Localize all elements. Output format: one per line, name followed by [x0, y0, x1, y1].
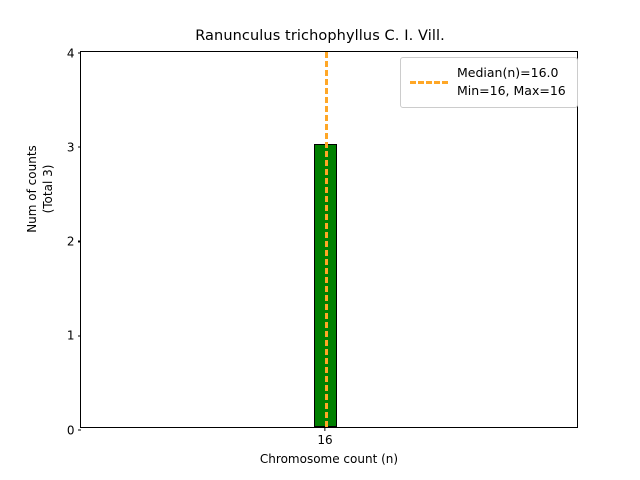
legend-entry: Median(n)=16.0 Min=16, Max=16 — [410, 64, 568, 100]
y-tick-label: 4 — [66, 46, 75, 60]
y-tick: 0 — [67, 420, 81, 439]
x-tick-mark — [324, 427, 326, 431]
y-tick-mark — [77, 335, 81, 337]
y-tick-label: 1 — [66, 328, 75, 343]
y-tick-label: 3 — [66, 140, 75, 155]
y-axis-label: Num of counts (Total 3) — [20, 0, 60, 377]
y-tick: 1 — [67, 325, 81, 344]
x-tick: 16 — [317, 427, 333, 447]
y-tick-mark — [77, 429, 81, 431]
y-axis-label-line2: (Total 3) — [41, 164, 56, 213]
y-tick-mark — [77, 240, 81, 243]
legend-label-minmax: Min=16, Max=16 — [457, 83, 566, 98]
median-line — [325, 52, 328, 427]
y-tick-label: 0 — [66, 423, 75, 437]
y-tick-label: 2 — [66, 234, 75, 249]
x-tick-label: 16 — [317, 432, 333, 447]
y-tick-mark — [77, 52, 81, 54]
y-tick: 3 — [67, 137, 81, 156]
y-tick: 2 — [67, 231, 81, 250]
y-tick-mark — [77, 146, 81, 148]
y-tick: 4 — [67, 43, 81, 62]
chart-title: Ranunculus trichophyllus C. I. Vill. — [195, 28, 445, 44]
x-axis-label: Chromosome count (n) — [259, 452, 399, 466]
legend-label-median: Median(n)=16.0 — [457, 65, 559, 80]
chart-legend: Median(n)=16.0 Min=16, Max=16 — [400, 57, 578, 108]
plot-area: 0 1 2 3 4 16 — [67, 46, 578, 447]
legend-line-sample — [410, 80, 448, 84]
y-axis-label-line1: Num of counts — [25, 144, 40, 233]
